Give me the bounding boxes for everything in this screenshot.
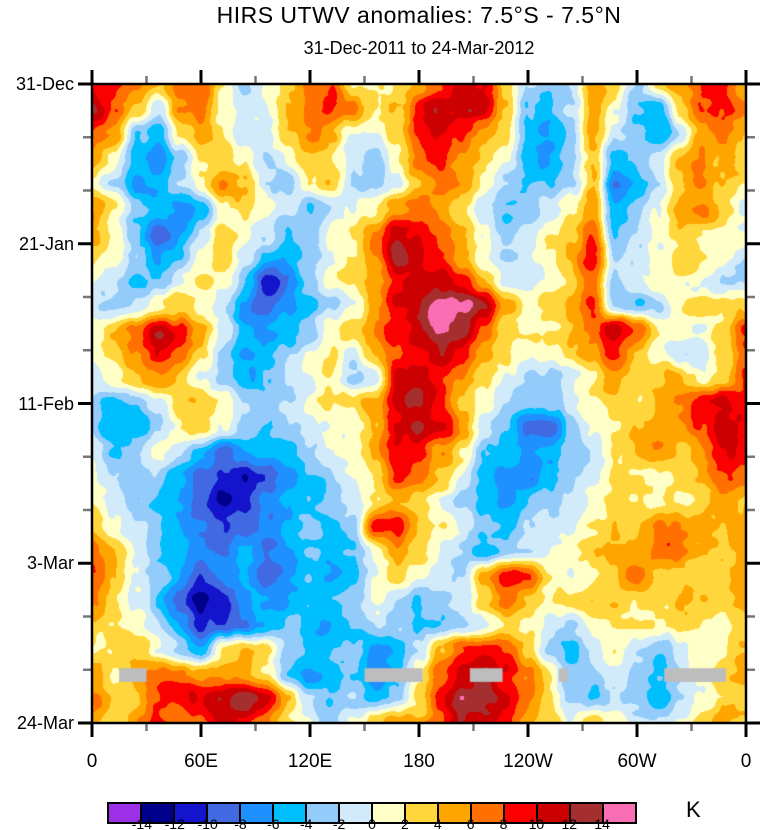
y-axis-tick-label: 24-Mar (16, 713, 74, 733)
colorbar-unit-label: K (686, 797, 701, 822)
colorbar-tick-label: 4 (433, 816, 442, 830)
colorbar-cell (109, 804, 142, 822)
colorbar-tick-label: 6 (466, 816, 475, 830)
colorbar-tick-label: 12 (561, 816, 578, 830)
hovmoller-field (92, 84, 746, 723)
colorbar-cell (274, 804, 307, 822)
colorbar-cell (340, 804, 373, 822)
chart-subtitle: 31-Dec-2011 to 24-Mar-2012 (303, 38, 535, 58)
colorbar (107, 802, 637, 824)
colorbar-tick-label: 0 (368, 816, 376, 830)
colorbar-cell (505, 804, 538, 822)
colorbar-cell (538, 804, 571, 822)
colorbar-tick-label: 10 (528, 816, 545, 830)
y-axis-tick-label: 11-Feb (18, 393, 74, 414)
colorbar-cell (142, 804, 175, 822)
x-axis-tick-label: 0 (86, 751, 98, 772)
y-axis-tick-label: 21-Jan (18, 233, 74, 254)
colorbar-tick-label: -6 (267, 816, 280, 830)
chart-title: HIRS UTWV anomalies: 7.5°S - 7.5°N (216, 2, 622, 28)
colorbar-cell (604, 804, 635, 822)
y-axis-tick-label: 3-Mar (26, 553, 74, 574)
x-axis-tick-label: 120E (287, 751, 333, 772)
colorbar-cell (571, 804, 604, 822)
x-axis-tick-label: 120W (503, 751, 553, 772)
colorbar-cell (241, 804, 274, 822)
colorbar-cell (406, 804, 439, 822)
y-axis-tick-label: 31-Dec (15, 74, 74, 94)
colorbar-tick-label: -2 (332, 816, 346, 830)
colorbar-cell (472, 804, 505, 822)
colorbar-tick-label: -4 (300, 816, 313, 830)
colorbar-cell (208, 804, 241, 822)
colorbar-cell (439, 804, 472, 822)
x-axis-tick-label: 60E (184, 751, 218, 772)
x-axis-tick-label: 60W (617, 751, 657, 772)
colorbar-tick-label: -12 (164, 816, 185, 830)
colorbar-tick-label: 14 (594, 816, 610, 830)
x-axis-tick-label: 180 (403, 751, 435, 772)
colorbar-tick-label: -8 (234, 816, 247, 830)
x-axis-tick-label: 0 (740, 751, 752, 772)
colorbar-tick-label: -10 (197, 816, 218, 830)
colorbar-cell (373, 804, 406, 822)
colorbar-tick-label: 8 (499, 816, 508, 830)
colorbar-cell (175, 804, 208, 822)
colorbar-cell (307, 804, 340, 822)
colorbar-tick-label: 2 (400, 816, 409, 830)
colorbar-tick-label: -14 (131, 816, 152, 830)
